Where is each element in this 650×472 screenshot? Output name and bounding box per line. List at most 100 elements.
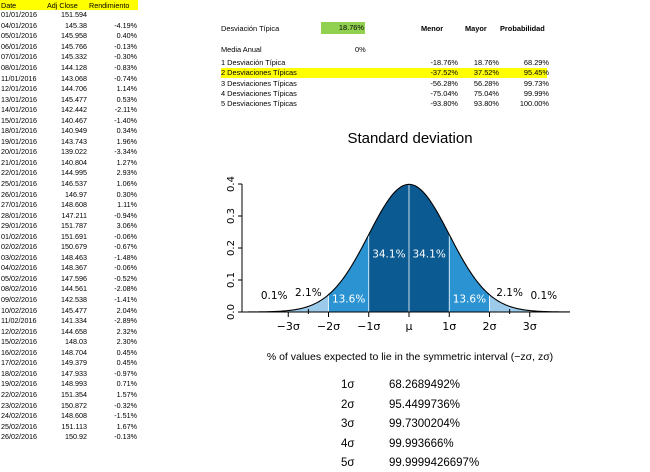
rendimiento-cell[interactable]: 2.30% <box>116 337 137 347</box>
rendimiento-cell[interactable]: 1.27% <box>116 157 137 167</box>
rendimiento-cell[interactable]: -4.19% <box>114 20 137 30</box>
adj-close-cell[interactable]: 148.608 <box>61 411 87 421</box>
date-cell[interactable]: 05/02/2016 <box>1 273 37 283</box>
rendimiento-cell[interactable]: -0.30% <box>114 52 137 62</box>
col-header-date[interactable]: Date <box>0 0 46 10</box>
date-cell[interactable]: 11/01/2016 <box>1 73 37 83</box>
date-cell[interactable]: 11/02/2016 <box>1 316 37 326</box>
date-cell[interactable]: 01/01/2016 <box>1 10 37 20</box>
adj-close-cell[interactable]: 140.804 <box>61 157 87 167</box>
rendimiento-cell[interactable]: 0.53% <box>116 94 137 104</box>
adj-close-cell[interactable]: 142.538 <box>61 295 87 305</box>
rendimiento-cell[interactable]: -0.52% <box>114 273 137 283</box>
mean-value[interactable]: 0% <box>355 45 366 54</box>
adj-close-cell[interactable]: 148.367 <box>61 263 87 273</box>
sd-value-cell[interactable]: 18.76% <box>321 22 365 34</box>
rendimiento-cell[interactable]: -2.89% <box>114 316 137 326</box>
adj-close-cell[interactable]: 148.03 <box>65 337 87 347</box>
adj-close-cell[interactable]: 147.211 <box>61 210 87 220</box>
adj-close-cell[interactable]: 144.128 <box>61 63 87 72</box>
rendimiento-cell[interactable]: 1.06% <box>116 179 137 189</box>
adj-close-cell[interactable]: 145.477 <box>61 305 87 315</box>
sd-row-max[interactable]: 75.04% <box>473 88 499 98</box>
adj-close-cell[interactable]: 147.933 <box>61 368 87 378</box>
rendimiento-cell[interactable]: 1.14% <box>116 84 137 94</box>
sd-row-label[interactable]: 3 Desviaciones Típicas <box>221 78 297 88</box>
date-cell[interactable]: 16/02/2016 <box>1 347 37 357</box>
rendimiento-cell[interactable]: -0.32% <box>114 400 137 410</box>
date-cell[interactable]: 22/01/2016 <box>1 168 37 178</box>
adj-close-cell[interactable]: 140.467 <box>61 115 87 125</box>
sd-row-label[interactable]: 1 Desviación Típica <box>221 58 286 67</box>
adj-close-cell[interactable]: 150.92 <box>65 432 87 442</box>
rendimiento-cell[interactable]: -2.08% <box>114 284 137 294</box>
date-cell[interactable]: 24/02/2016 <box>1 411 37 421</box>
adj-close-cell[interactable]: 148.704 <box>61 347 87 357</box>
rendimiento-cell[interactable]: -0.13% <box>114 41 137 51</box>
date-cell[interactable]: 15/01/2016 <box>1 115 37 125</box>
adj-close-cell[interactable]: 144.706 <box>61 84 87 94</box>
adj-close-cell[interactable]: 145.958 <box>61 31 87 41</box>
rendimiento-cell[interactable]: 0.30% <box>116 189 137 199</box>
date-cell[interactable]: 05/01/2016 <box>1 31 37 41</box>
adj-close-cell[interactable]: 144.561 <box>61 284 87 294</box>
date-cell[interactable]: 08/01/2016 <box>1 63 37 72</box>
adj-close-cell[interactable]: 151.113 <box>61 421 87 431</box>
date-cell[interactable]: 19/02/2016 <box>1 379 37 389</box>
rendimiento-cell[interactable]: 1.11% <box>117 200 137 210</box>
date-cell[interactable]: 17/02/2016 <box>1 358 37 368</box>
date-cell[interactable]: 22/02/2016 <box>1 389 37 399</box>
rendimiento-cell[interactable]: 0.40% <box>116 31 137 41</box>
rendimiento-cell[interactable]: 0.45% <box>116 358 137 368</box>
date-cell[interactable]: 07/01/2016 <box>1 52 37 62</box>
rendimiento-cell[interactable]: 2.93% <box>116 168 137 178</box>
date-cell[interactable]: 29/01/2016 <box>1 221 37 231</box>
sd-row-prob[interactable]: 99.73% <box>523 78 549 88</box>
sd-row-prob[interactable]: 95.45% <box>523 68 549 78</box>
date-cell[interactable]: 27/01/2016 <box>1 200 37 210</box>
rendimiento-cell[interactable]: -1.40% <box>114 115 137 125</box>
rendimiento-cell[interactable]: -2.11% <box>114 105 137 115</box>
date-cell[interactable]: 21/01/2016 <box>1 157 37 167</box>
sd-row-min[interactable]: -93.80% <box>430 99 458 109</box>
date-cell[interactable]: 13/01/2016 <box>1 94 37 104</box>
date-cell[interactable]: 18/02/2016 <box>1 368 37 378</box>
col-header-adj-close[interactable]: Adj Close <box>46 0 88 10</box>
rendimiento-cell[interactable]: -0.74% <box>114 73 137 83</box>
date-cell[interactable]: 14/01/2016 <box>1 105 37 115</box>
sd-row-label[interactable]: 2 Desviaciones Típicas <box>221 68 297 78</box>
rendimiento-cell[interactable]: -0.13% <box>114 432 137 442</box>
rendimiento-cell[interactable]: -0.06% <box>114 263 137 273</box>
adj-close-cell[interactable]: 151.691 <box>61 231 87 241</box>
sd-row-label[interactable]: 5 Desviaciones Típicas <box>221 99 297 109</box>
date-cell[interactable]: 18/01/2016 <box>1 126 37 136</box>
adj-close-cell[interactable]: 150.679 <box>61 242 87 252</box>
date-cell[interactable]: 08/02/2016 <box>1 284 37 294</box>
date-cell[interactable]: 09/02/2016 <box>1 295 37 305</box>
adj-close-cell[interactable]: 148.608 <box>61 200 87 210</box>
sd-row-max[interactable]: 93.80% <box>473 99 499 109</box>
sd-row-prob[interactable]: 68.29% <box>523 58 549 67</box>
col-header-rendimiento[interactable]: Rendimiento <box>88 0 138 10</box>
adj-close-cell[interactable]: 139.022 <box>61 147 87 157</box>
rendimiento-cell[interactable]: -0.97% <box>114 368 137 378</box>
sd-row-min[interactable]: -75.04% <box>430 88 458 98</box>
adj-close-cell[interactable]: 148.993 <box>61 379 87 389</box>
rendimiento-cell[interactable]: -0.67% <box>114 242 137 252</box>
date-cell[interactable]: 12/02/2016 <box>1 326 37 336</box>
rendimiento-cell[interactable]: -0.83% <box>114 63 137 72</box>
rendimiento-cell[interactable]: -1.51% <box>114 411 137 421</box>
rendimiento-cell[interactable]: 0.34% <box>116 126 137 136</box>
adj-close-cell[interactable]: 146.97 <box>65 189 87 199</box>
date-cell[interactable]: 25/01/2016 <box>1 179 37 189</box>
adj-close-cell[interactable]: 145.477 <box>61 94 87 104</box>
sd-row-prob[interactable]: 100.00% <box>519 99 549 109</box>
rendimiento-cell[interactable]: -0.94% <box>114 210 137 220</box>
date-cell[interactable]: 20/01/2016 <box>1 147 37 157</box>
sd-row-min[interactable]: -18.76% <box>430 58 458 67</box>
sd-row-max[interactable]: 37.52% <box>473 68 499 78</box>
adj-close-cell[interactable]: 148.463 <box>61 252 87 262</box>
sd-row-label[interactable]: 4 Desviaciones Típicas <box>221 88 297 98</box>
adj-close-cell[interactable]: 147.596 <box>61 273 87 283</box>
date-cell[interactable]: 12/01/2016 <box>1 84 37 94</box>
